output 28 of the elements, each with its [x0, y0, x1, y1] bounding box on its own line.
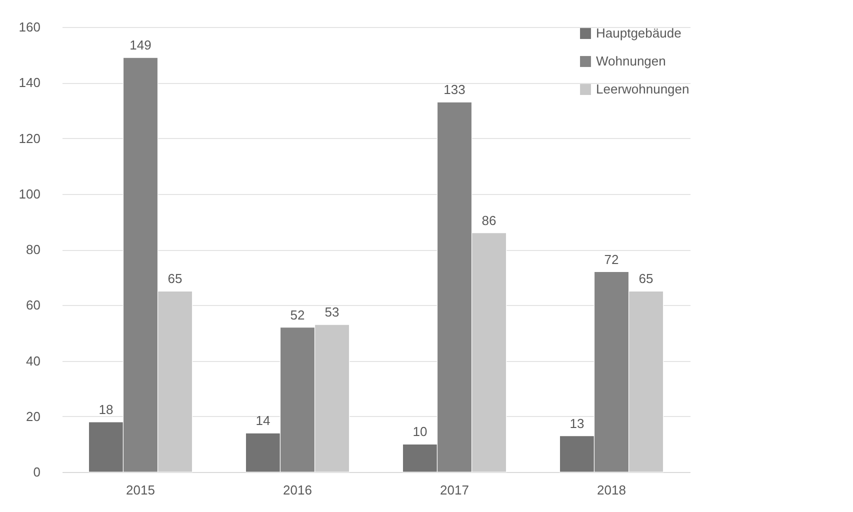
- y-tick-label: 80: [26, 242, 40, 257]
- y-tick-label: 100: [18, 186, 40, 202]
- data-label: 86: [482, 212, 496, 228]
- x-tick-label: 2017: [440, 482, 469, 498]
- x-tick-label: 2015: [126, 482, 155, 498]
- y-tick-label: 20: [26, 408, 40, 424]
- x-tick-label: 2018: [597, 482, 626, 498]
- data-label: 133: [444, 82, 466, 98]
- y-tick-label: 140: [18, 75, 40, 90]
- data-label: 18: [98, 402, 114, 417]
- legend-label: Wohnungen: [596, 54, 666, 68]
- legend-label: Leerwohnungen: [596, 82, 690, 96]
- data-label: 53: [324, 304, 340, 320]
- data-label: 13: [570, 416, 584, 431]
- y-tick-label: 60: [26, 298, 40, 313]
- y-tick-label: 40: [26, 353, 40, 368]
- legend-label: Hauptgebäude: [596, 26, 682, 40]
- data-label: 14: [256, 413, 270, 428]
- data-label: 72: [604, 252, 619, 267]
- x-tick-label: 2016: [283, 482, 312, 498]
- data-label: 52: [290, 307, 305, 322]
- data-label: 10: [412, 424, 428, 440]
- data-label: 65: [168, 271, 182, 286]
- y-tick-label: 0: [33, 464, 40, 480]
- y-tick-label: 160: [18, 20, 40, 34]
- data-label: 65: [638, 271, 654, 286]
- data-label: 149: [130, 38, 152, 53]
- y-tick-label: 120: [18, 130, 40, 146]
